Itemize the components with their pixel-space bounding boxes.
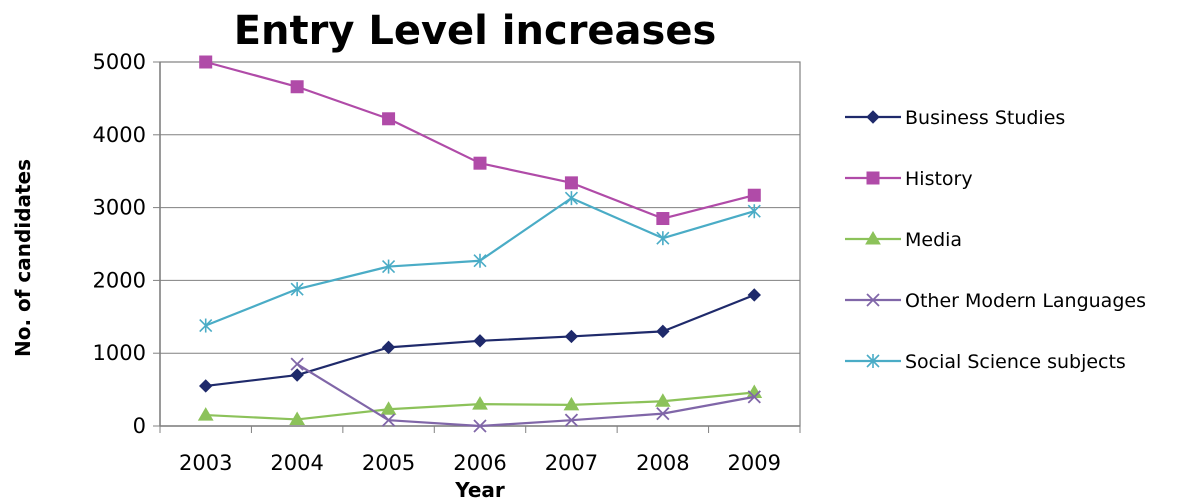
- data-point: [473, 419, 487, 433]
- legend-marker: [866, 293, 880, 307]
- data-point: [289, 411, 306, 425]
- legend-item-media: Media: [845, 229, 962, 251]
- legend: Business Studies History Media Other Modern…: [845, 107, 1146, 373]
- data-point: [197, 407, 214, 421]
- data-point: [656, 406, 670, 421]
- data-point: [747, 204, 761, 219]
- x-tick-label: 2003: [179, 451, 232, 475]
- y-axis-title: No. of candidates: [11, 159, 35, 357]
- data-point: [473, 253, 487, 268]
- data-point: [381, 340, 396, 355]
- series-line-history: [205, 60, 755, 220]
- y-tick-label: 5000: [93, 50, 146, 74]
- data-point: [563, 396, 580, 411]
- legend-item-history: History: [845, 168, 973, 190]
- data-point: [747, 188, 761, 202]
- data-point: [656, 212, 670, 226]
- data-point: [473, 334, 487, 348]
- data-point: [382, 112, 396, 126]
- data-point: [564, 329, 579, 344]
- y-tick-label: 2000: [93, 268, 146, 292]
- marker-stroke: [656, 406, 670, 421]
- marker-stroke: [747, 390, 761, 404]
- x-axis-ticks: 2003 2004 2005 2006 2007 2008 2009: [159, 426, 801, 475]
- data-point: [564, 191, 578, 206]
- data-point: [199, 55, 213, 69]
- series-history: [199, 55, 761, 226]
- x-tick-label: 2005: [362, 451, 415, 475]
- marker-stroke: [381, 413, 396, 427]
- legend-label: Social Science subjects: [905, 351, 1126, 373]
- gridlines: [160, 134, 800, 354]
- y-tick-label: 0: [133, 414, 146, 438]
- data-point: [290, 80, 304, 94]
- data-point: [747, 390, 761, 404]
- data-point: [290, 368, 304, 382]
- data-point: [564, 176, 578, 190]
- series-business-studies: [199, 288, 761, 393]
- marker-stroke: [564, 413, 579, 427]
- data-point: [199, 318, 213, 333]
- series-other-modern-languages: [290, 357, 761, 433]
- data-point: [472, 396, 488, 410]
- legend-label: Other Modern Languages: [905, 290, 1146, 312]
- legend-label: Media: [905, 229, 962, 251]
- data-point: [380, 401, 397, 415]
- series-layer: [197, 55, 763, 433]
- legend-marker: [865, 231, 881, 245]
- data-point: [381, 413, 396, 427]
- x-axis-title: Year: [454, 478, 505, 502]
- legend-marker: [866, 354, 880, 368]
- x-tick-label: 2009: [728, 451, 781, 475]
- y-axis-ticks: 0 1000 2000 3000 4000 5000: [93, 50, 160, 438]
- y-tick-label: 4000: [93, 123, 146, 147]
- legend-marker: [866, 110, 880, 124]
- marker-stroke: [866, 293, 880, 307]
- legend-label: History: [905, 168, 973, 190]
- data-point: [656, 231, 670, 246]
- data-point: [473, 156, 487, 170]
- legend-marker: [866, 171, 880, 185]
- series-media: [197, 384, 763, 425]
- series-social-science-subjects: [199, 191, 761, 333]
- data-point: [747, 288, 761, 302]
- data-point: [656, 324, 670, 339]
- x-tick-label: 2007: [545, 451, 598, 475]
- data-point: [290, 282, 304, 297]
- legend-item-other-modern-languages: Other Modern Languages: [845, 290, 1146, 312]
- y-tick-label: 1000: [93, 341, 146, 365]
- legend-item-business-studies: Business Studies: [845, 107, 1065, 129]
- axes: [159, 62, 800, 427]
- data-point: [564, 413, 579, 427]
- data-point: [199, 379, 213, 393]
- series-line-other-modern-languages: [296, 363, 755, 428]
- legend-label: Business Studies: [905, 107, 1065, 129]
- plot-area: [159, 61, 801, 427]
- legend-item-social-science-subjects: Social Science subjects: [845, 351, 1126, 373]
- marker-stroke: [473, 419, 487, 433]
- x-tick-label: 2008: [636, 451, 689, 475]
- data-point: [654, 393, 671, 407]
- x-tick-label: 2006: [453, 451, 506, 475]
- x-tick-label: 2004: [270, 451, 323, 475]
- data-point: [290, 357, 304, 371]
- y-tick-label: 3000: [93, 196, 146, 220]
- data-point: [382, 259, 396, 274]
- marker-stroke: [290, 357, 304, 371]
- chart-title: Entry Level increases: [234, 8, 717, 54]
